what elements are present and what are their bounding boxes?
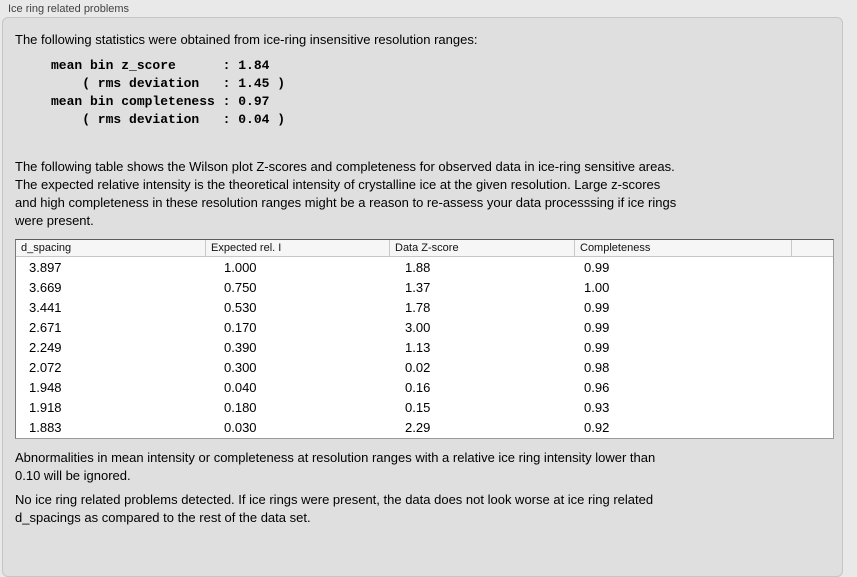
table-cell: 0.92 [584,419,610,435]
table-cell: 0.99 [584,319,610,335]
table-cell: 1.37 [405,279,431,295]
table-cell: 0.02 [405,359,431,375]
table-cell: 0.93 [584,399,610,415]
table-cell: 1.00 [584,279,610,295]
table-cell: 0.170 [224,319,257,335]
table-header: d_spacing Expected rel. I Data Z-score Comp… [16,240,833,257]
table-cell: 3.00 [405,319,431,335]
table-row[interactable]: 2.249 0.390 1.13 0.99 [16,337,833,357]
table-row[interactable]: 3.897 1.000 1.88 0.99 [16,257,833,277]
table-row[interactable]: 3.441 0.530 1.78 0.99 [16,297,833,317]
table-row[interactable]: 2.671 0.170 3.00 0.99 [16,317,833,337]
table-cell: 0.030 [224,419,257,435]
column-header-data-z-score[interactable]: Data Z-score [389,240,574,256]
column-header-empty[interactable] [791,240,833,256]
table-cell: 1.78 [405,299,431,315]
table-cell: 0.530 [224,299,257,315]
column-header-completeness[interactable]: Completeness [574,240,791,256]
table-cell: 0.96 [584,379,610,395]
table-row[interactable]: 1.948 0.040 0.16 0.96 [16,377,833,397]
table-cell: 1.000 [224,259,257,275]
table-description: The following table shows the Wilson plo… [15,159,677,228]
ice-ring-report-page: { "panel": { "title": "Ice ring related … [2,3,843,577]
table-cell: 2.072 [29,359,62,375]
table-row[interactable]: 2.072 0.300 0.02 0.98 [16,357,833,377]
column-header-d-spacing[interactable]: d_spacing [21,242,72,254]
table-row[interactable]: 1.883 0.030 2.29 0.92 [16,417,833,437]
conclusion-text: No ice ring related problems detected. I… [15,492,654,525]
table-cell: 0.99 [584,339,610,355]
table-cell: 2.29 [405,419,431,435]
table-cell: 0.180 [224,399,257,415]
table-cell: 1.918 [29,399,62,415]
table-cell: 0.99 [584,259,610,275]
table-cell: 0.98 [584,359,610,375]
table-cell: 0.750 [224,279,257,295]
table-cell: 2.671 [29,319,62,335]
table-cell: 2.249 [29,339,62,355]
table-cell: 3.669 [29,279,62,295]
table-row[interactable]: 1.918 0.180 0.15 0.93 [16,397,833,417]
ignore-note: Abnormalities in mean intensity or compl… [15,450,656,483]
table-cell: 3.441 [29,299,62,315]
table-body: 3.897 1.000 1.88 0.99 3.669 0.750 1.37 1.00 3.44… [16,257,833,437]
table-cell: 0.390 [224,339,257,355]
intro-text: The following statistics were obtained f… [15,32,478,47]
table-cell: 0.15 [405,399,431,415]
table-cell: 0.16 [405,379,431,395]
table-cell: 0.300 [224,359,257,375]
table-cell: 1.13 [405,339,431,355]
ice-ring-panel: The following statistics were obtained f… [2,17,843,577]
table-cell: 1.88 [405,259,431,275]
group-title: Ice ring related problems [8,3,130,15]
table-cell: 1.948 [29,379,62,395]
table-cell: 0.99 [584,299,610,315]
table-cell: 0.040 [224,379,257,395]
column-header-expected-rel-i[interactable]: Expected rel. I [205,240,389,256]
ice-ring-table[interactable]: d_spacing Expected rel. I Data Z-score Comp… [15,239,834,439]
stats-block: mean bin z_score : 1.84 ( rms deviation … [51,58,286,127]
table-cell: 1.883 [29,419,62,435]
table-row[interactable]: 3.669 0.750 1.37 1.00 [16,277,833,297]
table-cell: 3.897 [29,259,62,275]
